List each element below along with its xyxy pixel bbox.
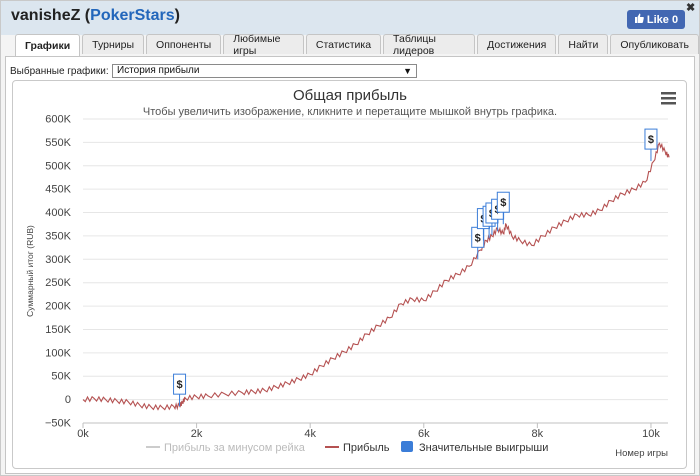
y-tick-label: 100K xyxy=(45,347,71,359)
x-axis-ticks: 0k 2k 4k 6k 8k 10k xyxy=(77,423,660,440)
tab-item[interactable]: Таблицы лидеров xyxy=(383,33,476,57)
y-tick-label: 200K xyxy=(45,301,71,313)
legend-item[interactable]: Прибыль xyxy=(343,442,390,454)
player-name: vanisheZ xyxy=(11,7,81,24)
like-label: Like 0 xyxy=(646,13,679,26)
tab-item[interactable]: Опубликовать xyxy=(610,34,699,54)
chart-grid xyxy=(83,118,668,424)
flag-box xyxy=(644,128,658,150)
x-tick-label: 0k xyxy=(77,428,89,440)
y-tick-label: 500K xyxy=(45,160,71,172)
legend-item[interactable]: Значительные выигрыши xyxy=(419,442,548,454)
y-tick-label: 50K xyxy=(51,371,71,383)
tab-item[interactable]: Оппоненты xyxy=(146,34,222,54)
dollar-icon: $ xyxy=(500,197,506,209)
x-tick-label: 10k xyxy=(642,428,660,440)
y-tick-label: 600K xyxy=(45,114,71,126)
dollar-icon: $ xyxy=(176,379,182,391)
x-tick-label: 8k xyxy=(532,428,544,440)
window-title: vanisheZ (PokerStars) xyxy=(11,7,180,24)
x-tick-label: 2k xyxy=(191,428,203,440)
x-tick-label: 4k xyxy=(304,428,316,440)
chart-container[interactable]: Общая прибыль Чтобы увеличить изображени… xyxy=(12,80,687,469)
y-tick-label: 150K xyxy=(45,324,71,336)
close-icon[interactable]: ✖ xyxy=(686,2,696,14)
facebook-like-button[interactable]: Like 0 xyxy=(627,10,685,29)
chart-subtitle: Чтобы увеличить изображение, кликните и … xyxy=(143,106,557,118)
big-win-flag[interactable]: $ xyxy=(644,128,658,162)
y-axis-label: Суммарный итог (RUB) xyxy=(25,225,35,317)
legend-swatch-square xyxy=(401,441,413,452)
flag-box xyxy=(173,373,187,395)
y-axis-ticks: −50K 0 50K 100K 150K 200K 250K 300K 350K 400K 450K… xyxy=(45,114,72,430)
profit-series-line xyxy=(82,142,670,411)
tab-item[interactable]: Найти xyxy=(558,34,609,54)
y-tick-label: 0 xyxy=(65,394,71,406)
tab-bar: Графики Турниры Оппоненты Любимые игры Стати… xyxy=(15,33,699,57)
y-tick-label: 400K xyxy=(45,207,71,219)
tab-item[interactable]: Любимые игры xyxy=(223,33,304,57)
thumbs-up-icon xyxy=(634,13,644,26)
chart-title: Общая прибыль xyxy=(293,87,407,104)
big-win-flag[interactable]: $ xyxy=(471,226,485,260)
tab-item[interactable]: Турниры xyxy=(82,34,145,54)
chart-legend: Прибыль за минусом рейка Прибыль Значитель… xyxy=(146,441,548,454)
big-win-flag[interactable]: $ xyxy=(173,373,187,407)
chart-flags: $$$$$$$$ xyxy=(173,128,658,407)
chart-series xyxy=(82,142,670,411)
site-link[interactable]: PokerStars xyxy=(90,7,175,24)
title-bar: vanisheZ (PokerStars) Like 0 ✖ xyxy=(1,1,699,35)
tab-item[interactable]: Достижения xyxy=(477,34,557,54)
tab-item[interactable]: Статистика xyxy=(305,34,382,54)
x-axis-label: Номер игры xyxy=(615,448,668,459)
big-win-flag[interactable]: $ xyxy=(496,191,510,225)
legend-item[interactable]: Прибыль за минусом рейка xyxy=(164,442,306,454)
profit-chart[interactable]: Общая прибыль Чтобы увеличить изображени… xyxy=(13,81,686,468)
graph-selector-label: Выбранные графики: xyxy=(10,66,109,77)
dollar-icon: $ xyxy=(648,134,654,146)
y-tick-label: 550K xyxy=(45,137,71,149)
menu-icon[interactable] xyxy=(661,92,676,105)
graph-select-value: История прибыли xyxy=(117,65,200,76)
x-tick-label: 6k xyxy=(418,428,430,440)
graph-select[interactable]: История прибыли ▼ xyxy=(112,64,417,78)
dollar-icon: $ xyxy=(475,232,481,244)
y-tick-label: −50K xyxy=(45,418,72,430)
dropdown-arrow-icon: ▼ xyxy=(403,66,412,76)
tab-item[interactable]: Графики xyxy=(15,34,81,56)
y-tick-label: 300K xyxy=(45,254,71,266)
y-tick-label: 450K xyxy=(45,184,71,196)
y-tick-label: 250K xyxy=(45,277,71,289)
flag-box xyxy=(496,191,510,213)
y-tick-label: 350K xyxy=(45,230,71,242)
